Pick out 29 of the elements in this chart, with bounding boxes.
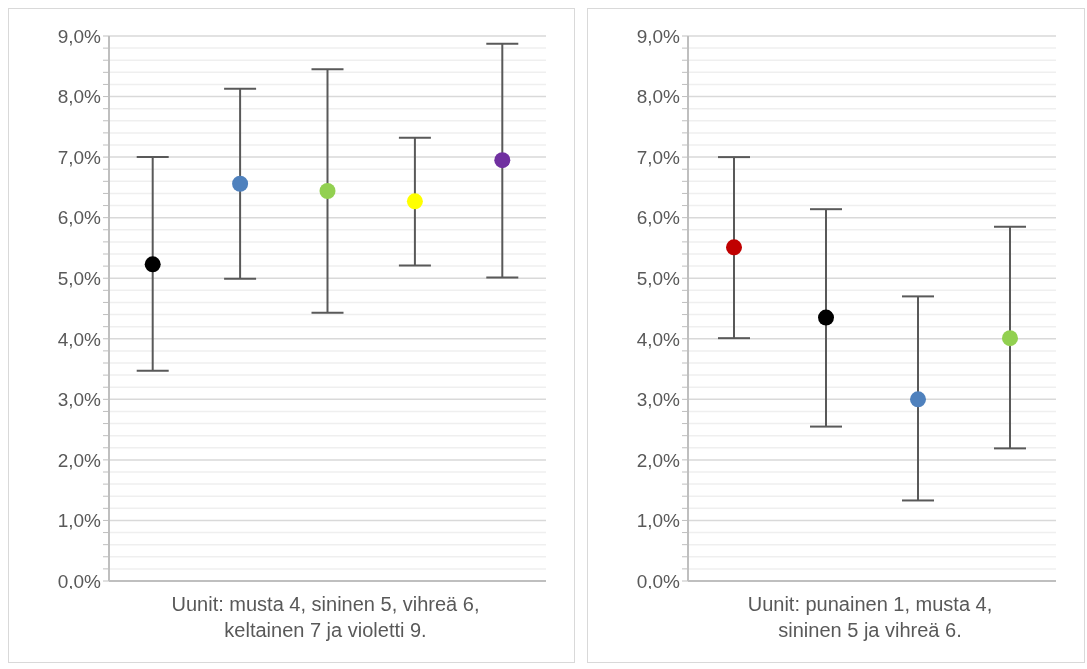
point <box>144 256 161 273</box>
y-tick-label: 3,0% <box>636 389 681 411</box>
y-tick-label: 5,0% <box>636 267 681 289</box>
y-tick-label: 9,0% <box>57 25 102 47</box>
x-axis-title: Uunit: punainen 1, musta 4, sininen 5 ja vihreä 6. <box>746 592 994 643</box>
point <box>1002 330 1018 347</box>
y-tick-label: 5,0% <box>57 267 102 289</box>
y-tick-label: 2,0% <box>57 449 102 471</box>
y-tick-label: 7,0% <box>57 146 102 168</box>
y-tick-label: 4,0% <box>57 328 102 350</box>
point <box>818 309 834 326</box>
point <box>319 183 336 200</box>
point <box>406 193 423 210</box>
y-tick-label: 7,0% <box>636 146 681 168</box>
y-tick-label: 8,0% <box>636 86 681 108</box>
y-tick-label: 6,0% <box>57 207 102 229</box>
y-tick-label: 9,0% <box>636 25 681 47</box>
y-tick-label: 6,0% <box>636 207 681 229</box>
point <box>232 175 249 192</box>
point <box>910 391 926 408</box>
point <box>726 239 742 256</box>
y-tick-label: 2,0% <box>636 449 681 471</box>
y-tick-label: 8,0% <box>57 86 102 108</box>
y-tick-label: 3,0% <box>57 389 102 411</box>
y-tick-label: 4,0% <box>636 328 681 350</box>
y-tick-label: 1,0% <box>57 510 102 532</box>
y-tick-label: 1,0% <box>636 510 681 532</box>
point <box>494 152 511 169</box>
x-axis-title: Uunit: musta 4, sininen 5, vihreä 6, keltainen 7 ja violetti 9. <box>170 592 481 643</box>
